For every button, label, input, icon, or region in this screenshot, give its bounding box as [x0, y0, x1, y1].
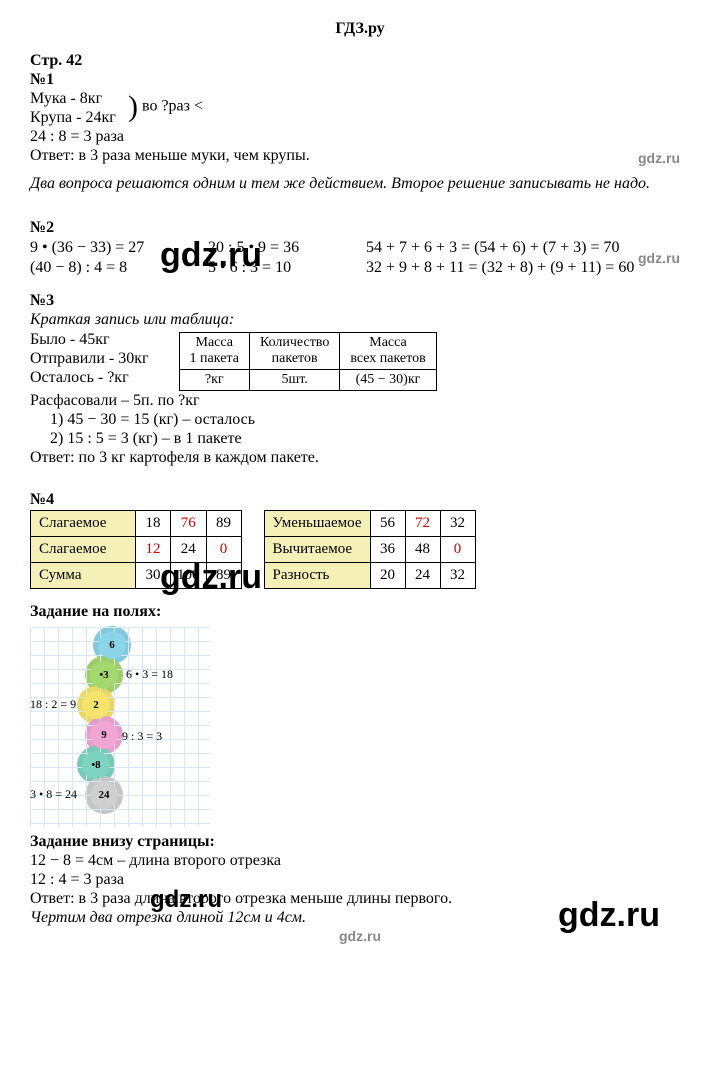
gear-label: 6 • 3 = 18 [126, 667, 173, 682]
task3-line: Расфасовали – 5п. по ?кг [30, 392, 690, 410]
task3-line: Осталось - ?кг [30, 369, 149, 387]
task4-num: №4 [30, 491, 690, 509]
th: Масса 1 пакета [179, 333, 249, 370]
page-ref: Стр. 42 [30, 52, 690, 70]
cell: 72 [405, 511, 440, 537]
table-row: Масса 1 пакета Количество пакетов Масса … [179, 333, 436, 370]
site-header: ГДЗ.ру [30, 20, 690, 38]
row-label: Разность [264, 563, 370, 589]
table-row: Вычитаемое36480 [264, 537, 475, 563]
td: ?кг [179, 370, 249, 391]
task1-answer: Ответ: в 3 раза меньше муки, чем крупы. [30, 147, 690, 165]
table-row: Уменьшаемое567232 [264, 511, 475, 537]
cell: 24 [405, 563, 440, 589]
bottom-task-title: Задание внизу страницы: [30, 833, 690, 851]
gear-diagram: 6•329•824 6 • 3 = 18 18 : 2 = 9 9 : 3 = 3 3 … [30, 627, 210, 827]
th: Количество пакетов [249, 333, 339, 370]
cell: 36 [370, 537, 405, 563]
cell: 0 [440, 537, 475, 563]
cell: 48 [405, 537, 440, 563]
th: Масса всех пакетов [340, 333, 436, 370]
cell: 32 [440, 511, 475, 537]
row-label: Сумма [31, 563, 136, 589]
bottom-line: 12 − 8 = 4см – длина второго отрезка [30, 852, 690, 870]
table-row: ?кг 5шт. (45 − 30)кг [179, 370, 436, 391]
cell: 20 [370, 563, 405, 589]
watermark-big-1: gdz.ru [160, 236, 262, 275]
task1-brace-text: во ?раз < [142, 98, 203, 115]
task2-num: №2 [30, 219, 690, 237]
row-label: Вычитаемое [264, 537, 370, 563]
row-label: Слагаемое [31, 537, 136, 563]
gear-node: •8 [82, 751, 110, 779]
watermark-bottom: gdz.ru [339, 928, 381, 944]
gear-node: •3 [90, 661, 118, 689]
gear-node: 24 [90, 781, 118, 809]
task3-subtitle: Краткая запись или таблица: [30, 311, 690, 329]
td: (45 − 30)кг [340, 370, 436, 391]
task4-right-table: Уменьшаемое567232Вычитаемое36480Разность… [264, 510, 476, 589]
task3-step: 2) 15 : 5 = 3 (кг) – в 1 пакете [30, 430, 690, 448]
eq: 9 • (36 − 33) = 27 [30, 239, 180, 257]
gear-node: 9 [90, 721, 118, 749]
task3-line: Отправили - 30кг [30, 350, 149, 368]
eq: (40 − 8) : 4 = 8 [30, 259, 180, 277]
td: 5шт. [249, 370, 339, 391]
watermark-big-2: gdz.ru [160, 558, 262, 597]
watermark-small-2: gdz.ru [638, 250, 680, 266]
task1-num: №1 [30, 71, 690, 89]
gear-label: 9 : 3 = 3 [122, 729, 162, 744]
task3-step: 1) 45 − 30 = 15 (кг) – осталось [30, 411, 690, 429]
task3-line: Было - 45кг [30, 331, 149, 349]
cell: 56 [370, 511, 405, 537]
row-label: Слагаемое [31, 511, 136, 537]
bottom-line: 12 : 4 = 3 раза [30, 871, 690, 889]
inter-note: Два вопроса решаются одним и тем же дейс… [30, 175, 690, 193]
eq: 32 + 9 + 8 + 11 = (32 + 8) + (9 + 11) = … [366, 259, 634, 277]
gear-label: 18 : 2 = 9 [30, 697, 76, 712]
table-row: Слагаемое187689 [31, 511, 242, 537]
gear-node: 6 [98, 631, 126, 659]
task1-calc: 24 : 8 = 3 раза [30, 128, 690, 146]
watermark-big-4: gdz.ru [558, 896, 660, 935]
watermark-big-3: gdz.ru [150, 886, 222, 914]
task2-grid: 9 • (36 − 33) = 27 (40 − 8) : 4 = 8 20 :… [30, 238, 690, 278]
task3-answer: Ответ: по 3 кг картофеля в каждом пакете… [30, 449, 690, 467]
watermark-small-1: gdz.ru [638, 150, 680, 166]
gear-label: 3 • 8 = 24 [30, 787, 77, 802]
cell: 89 [206, 511, 241, 537]
cell: 18 [136, 511, 171, 537]
table-row: Разность202432 [264, 563, 475, 589]
margin-task-title: Задание на полях: [30, 603, 690, 621]
task3-table: Масса 1 пакета Количество пакетов Масса … [179, 332, 437, 391]
gear-node: 2 [82, 691, 110, 719]
task3-num: №3 [30, 292, 690, 310]
cell: 32 [440, 563, 475, 589]
eq: 54 + 7 + 6 + 3 = (54 + 6) + (7 + 3) = 70 [366, 239, 634, 257]
row-label: Уменьшаемое [264, 511, 370, 537]
cell: 76 [171, 511, 207, 537]
task1-brace-group: ) во ?раз < [128, 92, 203, 122]
